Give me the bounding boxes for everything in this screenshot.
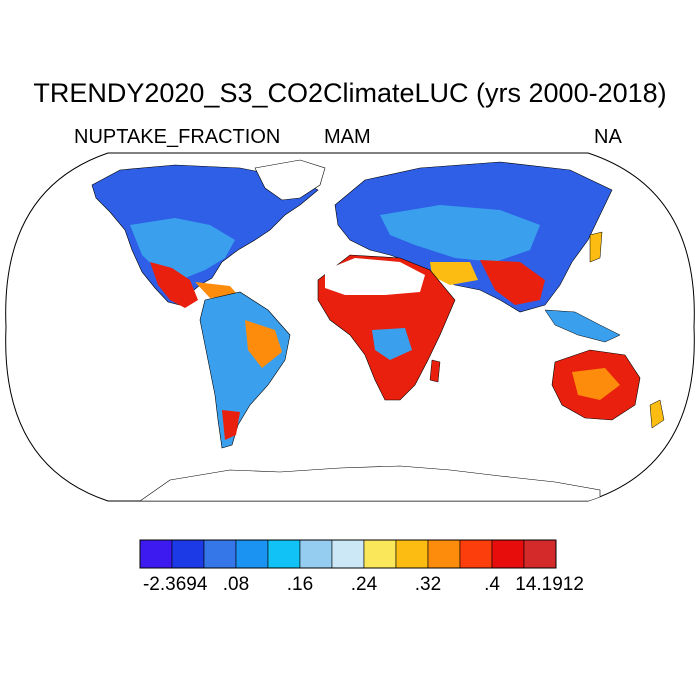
caribbean-region <box>195 282 238 298</box>
colorbar-swatch <box>171 539 205 569</box>
colorbar-frame <box>139 539 557 569</box>
colorbar-tick-label: .08 <box>222 574 250 595</box>
colorbar-tick-label: .4 <box>484 574 500 595</box>
colorbar-swatch <box>395 539 429 569</box>
colorbar-tick-label: .16 <box>286 574 314 595</box>
variable-name-label: NUPTAKE_FRACTION <box>74 126 281 148</box>
colorbar-swatch <box>299 539 333 569</box>
south-america-south <box>222 410 240 440</box>
middle-east-warm <box>430 262 478 285</box>
southeast-asia-islands <box>544 309 621 343</box>
south-asia-hot <box>480 260 545 305</box>
south-america-hot <box>245 320 282 368</box>
greenland-region <box>254 159 326 201</box>
colorbar-swatch <box>139 539 173 569</box>
antarctica-outline <box>139 465 601 501</box>
japan-region <box>589 231 603 263</box>
colorbar-swatch <box>235 539 269 569</box>
season-label: MAM <box>324 126 371 148</box>
colorbar-swatch <box>427 539 461 569</box>
colorbar-tick-label: .24 <box>350 574 378 595</box>
colorbar-swatch <box>331 539 365 569</box>
colorbar-swatch <box>523 539 557 569</box>
colorbar-swatch <box>267 539 301 569</box>
sahara-desert <box>325 258 425 295</box>
map-title: TRENDY2020_S3_CO2ClimateLUC (yrs 2000-20… <box>33 78 667 108</box>
colorbar-swatch <box>203 539 237 569</box>
colorbar-swatch <box>459 539 493 569</box>
colorbar-swatch <box>363 539 397 569</box>
colorbar-tick-label: .32 <box>414 574 442 595</box>
colorbar-tick-label: 14.1912 <box>515 574 584 595</box>
new-zealand-region <box>649 399 665 429</box>
central-africa-blue <box>372 328 412 360</box>
units-label: NA <box>594 126 622 148</box>
eurasia-interior <box>380 205 540 262</box>
colorbar <box>139 539 557 569</box>
central-america-region <box>150 262 198 308</box>
colorbar-tick-label: -2.3694 <box>142 574 208 595</box>
colorbar-swatch <box>491 539 525 569</box>
australia-interior <box>572 368 620 400</box>
north-america-interior <box>130 218 235 278</box>
madagascar-region <box>429 359 441 383</box>
